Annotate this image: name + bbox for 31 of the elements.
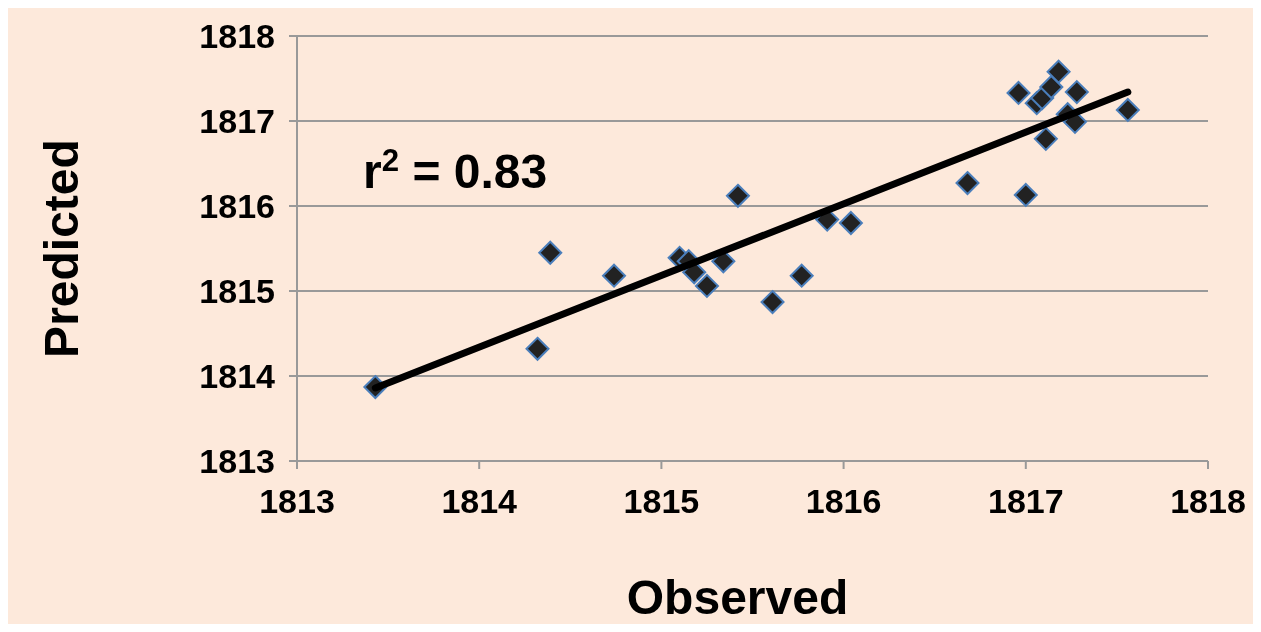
point — [1006, 80, 1031, 105]
point — [955, 171, 980, 196]
y-tick-label: 1815 — [199, 271, 275, 310]
point — [1046, 59, 1071, 84]
y-tick-label: 1818 — [199, 16, 275, 55]
x-tick-label: 1817 — [987, 482, 1064, 520]
x-tick-label: 1814 — [441, 482, 518, 520]
x-tick-label: 1816 — [805, 482, 882, 520]
point — [538, 240, 563, 265]
point — [1064, 80, 1089, 105]
point — [602, 263, 627, 288]
x-tick-label: 1815 — [623, 482, 700, 520]
point — [1039, 75, 1064, 99]
point — [525, 336, 550, 361]
point — [1013, 182, 1038, 207]
x-axis-title: Observed — [626, 571, 849, 624]
point — [838, 211, 863, 235]
y-tick-label: 1813 — [199, 441, 275, 480]
y-tick-label: 1814 — [199, 356, 276, 395]
point — [789, 263, 814, 288]
point — [760, 290, 785, 315]
y-tick-label: 1816 — [199, 186, 275, 225]
x-tick-label: 1813 — [259, 482, 335, 520]
point — [1115, 97, 1140, 122]
annotation: r$^{2}$ = 0.83 — [363, 142, 548, 198]
y-tick-label: 1817 — [199, 101, 275, 140]
x-tick-label: 1818 — [1170, 482, 1246, 520]
y-axis-title: Predicted — [35, 139, 88, 358]
point — [725, 183, 750, 208]
point — [1033, 126, 1058, 151]
point — [694, 273, 719, 298]
